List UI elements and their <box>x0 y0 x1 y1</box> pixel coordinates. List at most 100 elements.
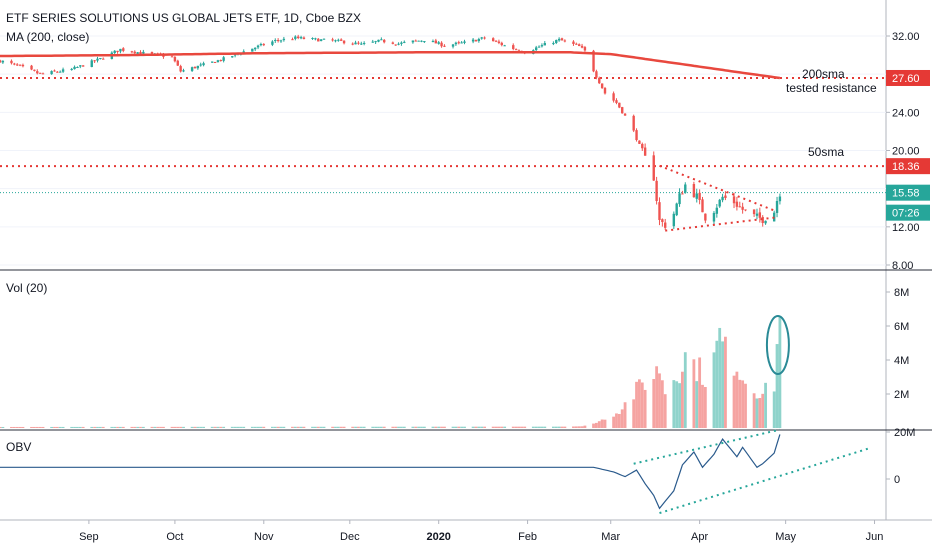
candle-body <box>256 45 260 48</box>
candle-body <box>193 66 197 69</box>
level-lines <box>0 76 886 194</box>
candle-body <box>16 64 19 66</box>
candle-body <box>698 192 701 200</box>
candle-body <box>170 56 174 58</box>
candle-body <box>592 50 595 72</box>
candle-body <box>678 193 681 205</box>
volume-bar <box>652 379 656 428</box>
volume-bar <box>230 426 234 428</box>
ma-legend[interactable]: MA (200, close) <box>6 30 89 44</box>
candle-body <box>658 202 661 220</box>
time-tick-label: 2020 <box>426 531 450 543</box>
volume-bar <box>199 426 203 428</box>
time-axis[interactable]: Sep Oct Nov Dec 2020 Feb Mar Apr May Jun <box>79 520 883 543</box>
candle-body <box>704 213 707 221</box>
volume-bar <box>96 426 99 428</box>
volume-bars <box>0 315 782 428</box>
volume-bar <box>101 426 105 428</box>
volume-axis[interactable]: 8M 6M 4M 2M <box>886 287 909 401</box>
volume-bar <box>139 426 142 428</box>
candle-body <box>612 93 615 101</box>
candle-body <box>411 40 415 43</box>
volume-bar <box>735 371 739 428</box>
volume-bar <box>497 426 501 428</box>
candle-body <box>512 45 515 49</box>
candle-body <box>540 45 544 47</box>
candle-body <box>222 57 225 61</box>
candle-body <box>271 41 274 45</box>
panel-frame <box>0 0 932 521</box>
volume-bar <box>721 341 724 428</box>
candle-body <box>96 58 99 61</box>
volume-bar <box>322 426 326 428</box>
candle-body <box>655 180 658 201</box>
candle-body <box>598 77 601 84</box>
candle-body <box>33 69 36 71</box>
candle-body <box>437 42 440 44</box>
candle-body <box>454 42 458 45</box>
price-tick-label: 20.00 <box>892 146 920 158</box>
vol-legend[interactable]: Vol (20) <box>6 281 47 295</box>
candle-body <box>623 113 627 116</box>
candle-body <box>76 67 79 69</box>
volume-bar <box>420 426 423 428</box>
candle-body <box>423 41 426 43</box>
volume-bar <box>98 426 102 428</box>
candle-body <box>420 40 423 42</box>
time-tick-label: Sep <box>79 531 99 543</box>
volume-bar <box>741 380 745 428</box>
candle-body <box>497 41 501 43</box>
volume-bar <box>560 426 564 428</box>
candle-body <box>291 39 294 41</box>
volume-bar <box>463 426 466 428</box>
volume-bar <box>279 426 283 428</box>
price-tick-label: 12.00 <box>892 222 920 234</box>
candle-body <box>322 38 326 40</box>
volume-bar <box>55 426 59 428</box>
obv-axis[interactable]: 20M 0 <box>886 427 915 486</box>
chart-title: ETF SERIES SOLUTIONS US GLOBAL JETS ETF,… <box>6 11 361 25</box>
candle-body <box>557 38 561 41</box>
candle-body <box>59 71 62 73</box>
candle-body <box>173 57 177 62</box>
volume-bar <box>400 426 403 428</box>
candle-body <box>483 37 486 39</box>
candle-body <box>334 40 337 42</box>
candle-body <box>514 49 518 51</box>
sma50-badge: 18.36 <box>892 161 920 173</box>
candle-body <box>374 41 377 43</box>
candle-body <box>93 60 96 62</box>
candle-body <box>70 68 73 70</box>
candle-body <box>38 72 42 74</box>
candle-body <box>50 71 53 75</box>
time-tick-label: Dec <box>340 531 360 543</box>
volume-bar <box>159 426 162 428</box>
candle-body <box>563 40 567 42</box>
volume-bar <box>500 426 504 428</box>
volume-bar <box>35 426 39 428</box>
candle-body <box>319 39 323 41</box>
candle-body <box>377 39 380 42</box>
obv-legend[interactable]: OBV <box>6 440 31 454</box>
candle-body <box>692 184 696 198</box>
candle-body <box>340 39 343 41</box>
volume-bar <box>110 426 114 428</box>
volume-bar <box>239 426 243 428</box>
volume-bar <box>334 426 337 428</box>
volume-bar <box>1 426 5 428</box>
price-tick-label: 8.00 <box>892 260 913 272</box>
volume-bar <box>394 426 398 428</box>
volume-bar <box>603 419 607 428</box>
candle-body <box>572 41 575 44</box>
volume-bar <box>299 426 303 428</box>
time-tick-label: Nov <box>254 531 274 543</box>
volume-bar <box>133 426 137 428</box>
candle-body <box>752 209 756 215</box>
candle-body <box>311 38 314 40</box>
volume-bar <box>511 426 515 428</box>
volume-bar <box>50 426 54 428</box>
volume-bar <box>480 426 484 428</box>
volume-bar <box>635 381 638 428</box>
volume-bar <box>460 426 464 428</box>
